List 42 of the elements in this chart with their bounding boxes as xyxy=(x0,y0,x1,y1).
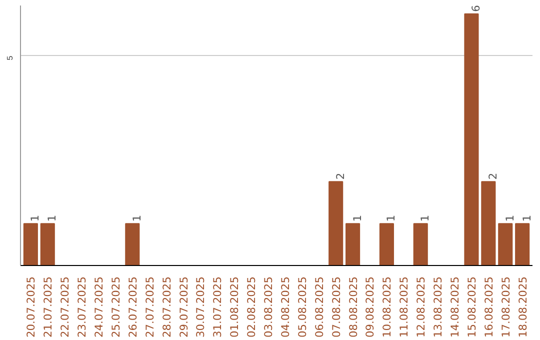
data-label: 1 xyxy=(503,214,516,222)
x-tick-label: 31.07.2025 xyxy=(211,276,224,338)
data-label: 1 xyxy=(384,214,398,222)
x-tick-label: 02.08.2025 xyxy=(245,276,258,338)
x-tick-label: 16.08.2025 xyxy=(482,276,496,338)
x-tick-label: 10.08.2025 xyxy=(380,276,394,338)
x-tick-label: 26.07.2025 xyxy=(126,276,140,338)
y-tick-label: 5 xyxy=(6,55,14,60)
x-tick-label: 11.08.2025 xyxy=(398,276,411,338)
data-label: 2 xyxy=(486,172,500,180)
x-tick-label: 27.07.2025 xyxy=(143,276,156,338)
data-label: 1 xyxy=(130,214,144,222)
x-tick-label: 07.08.2025 xyxy=(330,276,343,338)
x-tick-label: 21.07.2025 xyxy=(42,276,55,338)
x-tick-label: 06.08.2025 xyxy=(312,276,326,338)
data-label: 2 xyxy=(334,172,347,180)
data-label: 1 xyxy=(418,214,432,222)
x-tick-label: 12.08.2025 xyxy=(414,276,428,338)
data-label: 1 xyxy=(46,214,59,222)
x-tick-label: 05.08.2025 xyxy=(296,276,309,338)
x-tick-label: 01.08.2025 xyxy=(228,276,242,338)
x-tick-label: 08.08.2025 xyxy=(346,276,360,338)
x-tick-label: 24.07.2025 xyxy=(92,276,106,338)
x-tick-label: 03.08.2025 xyxy=(262,276,276,338)
x-tick-label: 29.07.2025 xyxy=(177,276,190,338)
data-label: 1 xyxy=(28,214,42,222)
x-tick-label: 22.07.2025 xyxy=(58,276,72,338)
data-label: 1 xyxy=(350,214,364,222)
x-tick-label: 30.07.2025 xyxy=(194,276,208,338)
data-label: 6 xyxy=(469,4,482,12)
x-tick-label: 17.08.2025 xyxy=(499,276,512,338)
x-tick-label: 20.07.2025 xyxy=(24,276,38,338)
x-tick-label: 04.08.2025 xyxy=(278,276,292,338)
x-tick-label: 09.08.2025 xyxy=(364,276,377,338)
x-tick-label: 15.08.2025 xyxy=(465,276,478,338)
x-tick-label: 23.07.2025 xyxy=(76,276,89,338)
x-tick-label: 25.07.2025 xyxy=(109,276,122,338)
x-tick-label: 28.07.2025 xyxy=(160,276,174,338)
data-label: 1 xyxy=(520,214,534,222)
x-tick-label: 13.08.2025 xyxy=(432,276,445,338)
x-tick-label: 14.08.2025 xyxy=(448,276,462,338)
x-tick-label: 18.08.2025 xyxy=(516,276,530,338)
